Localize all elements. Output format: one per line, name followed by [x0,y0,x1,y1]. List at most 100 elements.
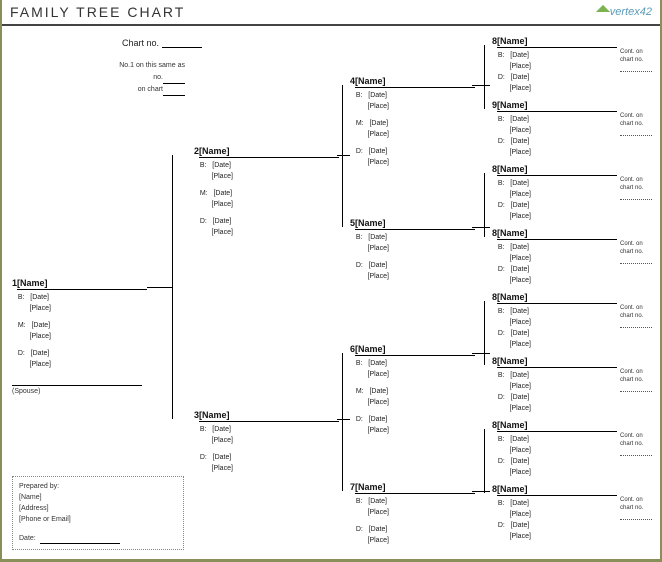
field-D[interactable]: D: [Date] [12,348,147,359]
field-place[interactable]: [Place] [194,171,339,182]
field-place[interactable]: [Place] [350,397,475,408]
cont-blank[interactable] [620,386,652,392]
field-B[interactable]: B: [Date] [492,498,617,509]
field-place[interactable]: [Place] [492,381,617,392]
person-fields: B: [Date] [Place] M: [Date] [Place] D: [… [350,90,475,168]
field-place[interactable]: [Place] [492,509,617,520]
field-D[interactable]: D: [Date] [492,136,617,147]
field-D[interactable]: D: [Date] [350,414,475,425]
field-place[interactable]: [Place] [194,463,339,474]
note-blank-1[interactable] [163,77,185,84]
field-place[interactable]: [Place] [350,425,475,436]
field-place[interactable]: [Place] [492,211,617,222]
field-B[interactable]: B: [Date] [350,90,475,101]
field-D[interactable]: D: [Date] [492,264,617,275]
person-name-field[interactable]: [Name] [497,36,617,48]
field-D[interactable]: D: [Date] [492,328,617,339]
field-place[interactable]: [Place] [350,243,475,254]
field-place[interactable]: [Place] [12,303,147,314]
field-place[interactable]: [Place] [194,199,339,210]
field-place[interactable]: [Place] [194,227,339,238]
person-name-field[interactable]: [Name] [355,218,475,230]
field-place[interactable]: [Place] [350,271,475,282]
field-M[interactable]: M: [Date] [194,188,339,199]
field-place[interactable]: [Place] [350,157,475,168]
person-name-field[interactable]: [Name] [497,420,617,432]
field-M[interactable]: M: [Date] [350,118,475,129]
field-B[interactable]: B: [Date] [492,434,617,445]
field-place[interactable]: [Place] [350,369,475,380]
cont-blank[interactable] [620,450,652,456]
field-D[interactable]: D: [Date] [492,456,617,467]
person-fields: B: [Date] [Place] D: [Date] [Place] [492,242,617,286]
field-place[interactable]: [Place] [12,359,147,370]
field-place[interactable]: [Place] [350,535,475,546]
person-name-field[interactable]: [Name] [355,76,475,88]
cont-blank[interactable] [620,258,652,264]
person-name-field[interactable]: [Name] [199,410,339,422]
field-place[interactable]: [Place] [492,61,617,72]
person-name-field[interactable]: [Name] [497,292,617,304]
field-M[interactable]: M: [Date] [350,386,475,397]
field-D[interactable]: D: [Date] [492,520,617,531]
field-D[interactable]: D: [Date] [194,452,339,463]
field-place[interactable]: [Place] [492,275,617,286]
field-place[interactable]: [Place] [492,253,617,264]
person-name-field[interactable]: [Name] [355,344,475,356]
field-place[interactable]: [Place] [492,83,617,94]
person-name-field[interactable]: [Name] [497,228,617,240]
field-place[interactable]: [Place] [492,125,617,136]
field-place[interactable]: [Place] [492,467,617,478]
cont-blank[interactable] [620,66,652,72]
cont-blank[interactable] [620,130,652,136]
field-B[interactable]: B: [Date] [492,370,617,381]
cont-blank[interactable] [620,322,652,328]
person-8: 8 [Name] B: [Date] [Place] D: [Date] [Pl… [492,356,617,414]
field-place[interactable]: [Place] [350,101,475,112]
person-8: 8 [Name] B: [Date] [Place] D: [Date] [Pl… [492,36,617,94]
field-B[interactable]: B: [Date] [492,242,617,253]
field-D[interactable]: D: [Date] [350,260,475,271]
person-name-field[interactable]: [Name] [497,484,617,496]
person-name-field[interactable]: [Name] [355,482,475,494]
field-place[interactable]: [Place] [492,339,617,350]
field-D[interactable]: D: [Date] [350,146,475,157]
field-place[interactable]: [Place] [492,147,617,158]
field-D[interactable]: D: [Date] [492,200,617,211]
field-B[interactable]: B: [Date] [12,292,147,303]
field-B[interactable]: B: [Date] [194,160,339,171]
field-D[interactable]: D: [Date] [194,216,339,227]
field-D[interactable]: D: [Date] [492,392,617,403]
field-place[interactable]: [Place] [492,189,617,200]
cont-blank[interactable] [620,194,652,200]
field-place[interactable]: [Place] [492,403,617,414]
field-place[interactable]: [Place] [492,531,617,542]
person-name-field[interactable]: [Name] [17,278,147,290]
field-place[interactable]: [Place] [492,445,617,456]
field-B[interactable]: B: [Date] [492,178,617,189]
person-name-field[interactable]: [Name] [497,100,617,112]
spouse-line[interactable] [12,376,142,386]
field-place[interactable]: [Place] [194,435,339,446]
field-B[interactable]: B: [Date] [350,496,475,507]
person-name-field[interactable]: [Name] [497,164,617,176]
field-place[interactable]: [Place] [350,507,475,518]
field-place[interactable]: [Place] [12,331,147,342]
person-name-field[interactable]: [Name] [199,146,339,158]
field-D[interactable]: D: [Date] [350,524,475,535]
field-B[interactable]: B: [Date] [492,306,617,317]
field-B[interactable]: B: [Date] [350,358,475,369]
field-B[interactable]: B: [Date] [492,50,617,61]
field-M[interactable]: M: [Date] [12,320,147,331]
field-B[interactable]: B: [Date] [194,424,339,435]
field-place[interactable]: [Place] [492,317,617,328]
prepared-date-blank[interactable] [40,537,120,544]
note-blank-2[interactable] [163,89,185,96]
field-B[interactable]: B: [Date] [350,232,475,243]
cont-blank[interactable] [620,514,652,520]
field-B[interactable]: B: [Date] [492,114,617,125]
field-D[interactable]: D: [Date] [492,72,617,83]
chart-no-blank[interactable] [162,39,202,48]
person-name-field[interactable]: [Name] [497,356,617,368]
field-place[interactable]: [Place] [350,129,475,140]
